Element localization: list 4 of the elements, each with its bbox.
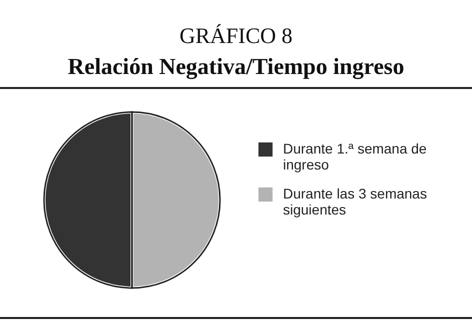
legend-label: Durante las 3 semanas siguientes (283, 186, 427, 218)
legend-label: Durante 1.ª semana de ingreso (283, 140, 427, 172)
chart-subtitle: Relación Negativa/Tiempo ingreso (68, 54, 404, 80)
chart-title: GRÁFICO 8 (179, 23, 293, 48)
